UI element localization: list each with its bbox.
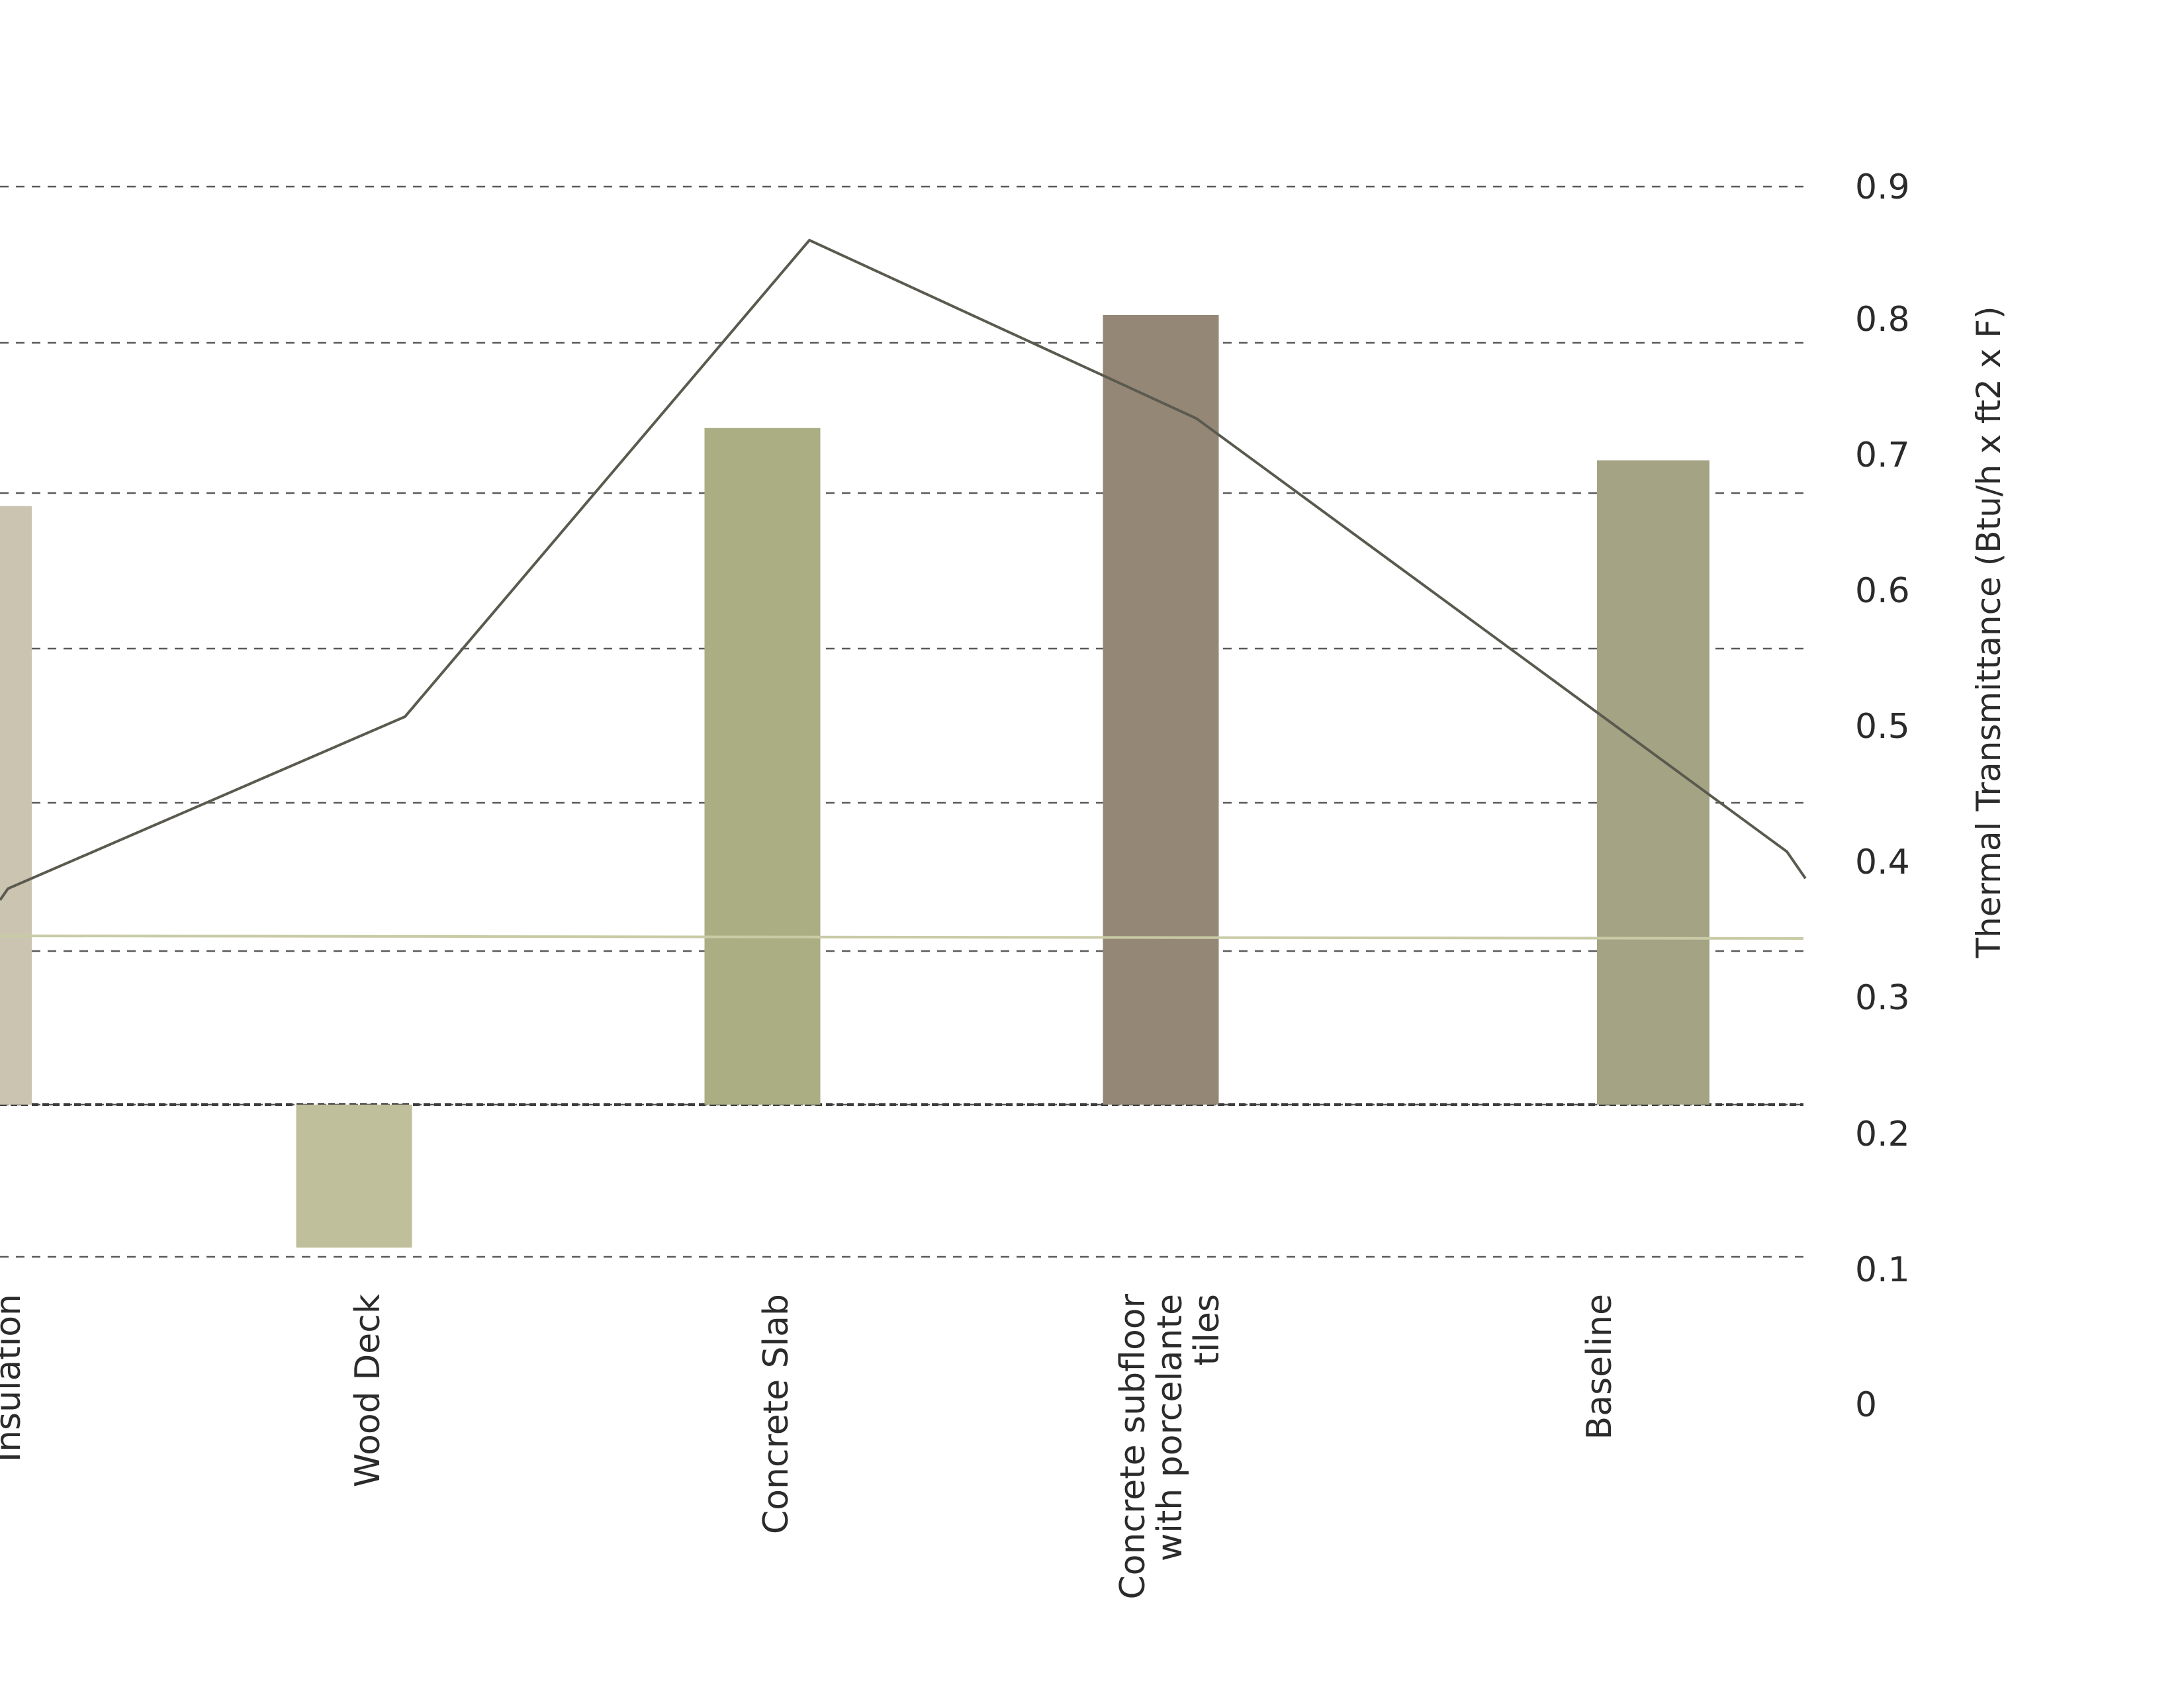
x-category-label: Wood Deck: [348, 1294, 388, 1487]
series-line-dark: [0, 238, 1807, 901]
bar-wood-deck: [296, 1105, 412, 1248]
series-line-light: [0, 935, 1804, 940]
y-tick-label: 0.9: [1855, 167, 1910, 207]
x-category-label: Concrete Slab: [756, 1294, 796, 1534]
y-axis-title: Thermal Transmittance (Btu/h x ft2 x F): [1970, 306, 2008, 958]
y-axis-ticks: 0 0.1 0.2 0.3 0.4 0.5 0.6 0.7 0.8 0.9: [1855, 167, 1910, 1425]
x-category-label: with porcelante: [1150, 1294, 1190, 1561]
lines: [0, 238, 1807, 940]
gridlines: [0, 185, 1803, 1258]
y-tick-label: 0.7: [1855, 435, 1910, 475]
bar-insulation: [0, 506, 32, 1105]
x-category-label: tiles: [1187, 1294, 1227, 1365]
bar-concrete-slab: [704, 428, 821, 1105]
bar-concrete-subfloor: [1103, 315, 1219, 1105]
y-tick-label: 0.3: [1855, 978, 1910, 1018]
y-tick-label: 0: [1855, 1385, 1877, 1425]
y-tick-label: 0.2: [1855, 1115, 1910, 1154]
y-tick-label: 0.8: [1855, 300, 1910, 340]
x-category-label: Concrete subfloor: [1113, 1293, 1153, 1599]
y-tick-label: 0.5: [1855, 707, 1910, 747]
x-category-label: Insulation: [0, 1294, 28, 1462]
y-tick-label: 0.1: [1855, 1250, 1910, 1290]
y-tick-label: 0.4: [1855, 843, 1910, 882]
y-tick-label: 0.6: [1855, 571, 1910, 611]
bars: [0, 315, 1709, 1248]
x-axis-categories: Insulation Wood Deck Concrete Slab Concrete…: [0, 1293, 1619, 1599]
x-category-label: Baseline: [1580, 1294, 1619, 1440]
